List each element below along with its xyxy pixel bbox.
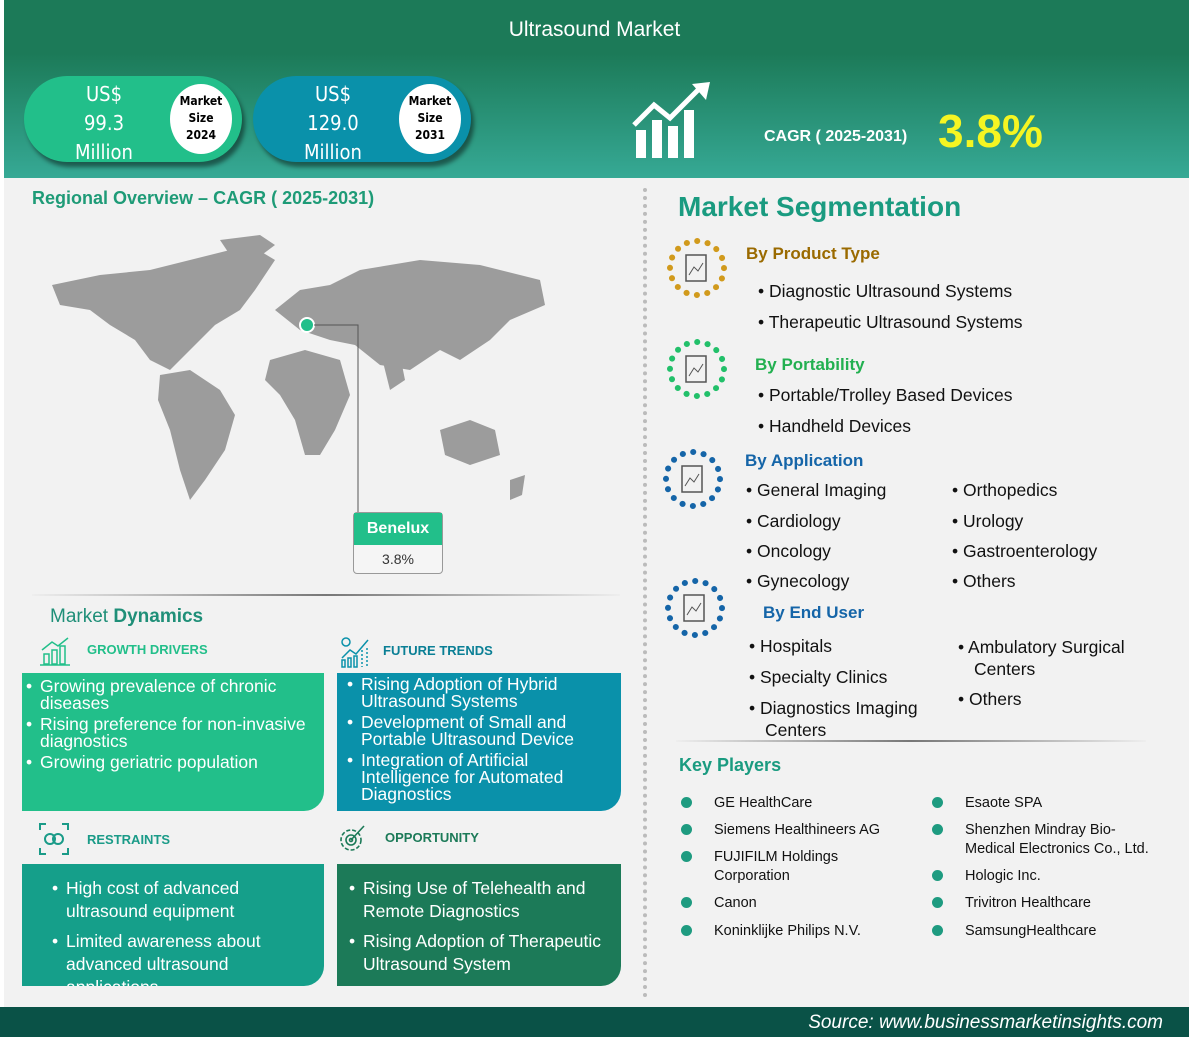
list-item: Oncology — [746, 541, 831, 562]
section-divider — [676, 740, 1146, 742]
list-item: Growing prevalence of chronic diseases — [26, 677, 320, 712]
list-item: Rising Adoption of Therapeutic Ultrasoun… — [349, 930, 617, 976]
list-item: Others — [952, 571, 1016, 592]
opportunity-icon — [340, 825, 365, 851]
page-title: Ultrasound Market — [508, 18, 681, 41]
list-item: Orthopedics — [952, 480, 1057, 501]
market-size-value: 99.3 — [83, 111, 125, 135]
list-item: Gynecology — [746, 571, 849, 592]
key-player: Canon — [714, 895, 757, 911]
currency: US$ — [314, 82, 352, 106]
restraints-icon — [39, 823, 69, 855]
list-item: Gastroenterology — [952, 541, 1097, 562]
list-item: Rising preference for non-invasive diagn… — [26, 715, 320, 750]
list-item: Hospitals — [749, 636, 832, 657]
key-player: Esaote SPA — [965, 795, 1043, 811]
key-player: FUJIFILM Holdings Corporation — [714, 849, 839, 884]
regional-title: Regional Overview – CAGR ( 2025-2031) — [32, 188, 375, 208]
restraints-box: High cost of advanced ultrasound equipme… — [22, 864, 324, 986]
product-type-icon — [667, 238, 727, 298]
end-user-title: By End User — [763, 603, 865, 622]
key-player: Shenzhen Mindray Bio-Medical Electronics… — [965, 822, 1149, 857]
list-item: High cost of advanced ultrasound equipme… — [52, 877, 320, 923]
key-player: Hologic Inc. — [965, 868, 1041, 884]
market-size-2024-pill: US$ 99.3 Million Market Size 2024 — [24, 76, 242, 164]
market-size-label: Market Size 2024 — [170, 84, 232, 154]
key-players-title: Key Players — [679, 755, 782, 775]
growth-chart-icon — [632, 82, 710, 158]
unit: Million — [75, 140, 133, 164]
market-size-2031-pill: US$ 129.0 Million Market Size 2031 — [253, 76, 471, 164]
key-player: GE HealthCare — [714, 795, 813, 811]
portability-icon — [667, 339, 727, 399]
key-player: SamsungHealthcare — [965, 923, 1097, 939]
region-callout: Benelux 3.8% — [353, 512, 443, 574]
cagr-value: 3.8% — [938, 105, 1043, 157]
list-item: Growing geriatric population — [26, 753, 320, 771]
growth-drivers-box: Growing prevalence of chronic diseases R… — [22, 673, 324, 811]
list-item: Urology — [952, 511, 1023, 532]
product-type-title: By Product Type — [746, 244, 880, 263]
source-footer: Source: www.businessmarketinsights.com — [0, 1007, 1189, 1037]
future-trends-title: FUTURE TRENDS — [383, 643, 493, 658]
growth-drivers-icon — [40, 637, 70, 666]
list-item: Rising Adoption of Hybrid Ultrasound Sys… — [347, 675, 617, 710]
region-name: Benelux — [354, 513, 442, 545]
end-user-icon — [665, 578, 725, 638]
list-item: Specialty Clinics — [749, 667, 887, 688]
divider — [643, 188, 647, 998]
list-item: Integration of Artificial Intelligence f… — [347, 751, 617, 803]
dynamics-title: Market Dynamics — [50, 606, 204, 627]
market-size-value: 129.0 — [307, 111, 359, 135]
list-item: Handheld Devices — [758, 416, 911, 437]
market-size-label: Market Size 2031 — [399, 84, 461, 154]
list-item: Portable/Trolley Based Devices — [758, 385, 1013, 406]
future-trends-icon — [341, 637, 369, 668]
list-item: Diagnostic Ultrasound Systems — [758, 281, 1012, 302]
list-item: Diagnostics Imaging Centers — [749, 697, 934, 741]
list-item: General Imaging — [746, 480, 886, 501]
opportunity-title: OPPORTUNITY — [385, 830, 479, 845]
key-player: Trivitron Healthcare — [965, 895, 1091, 911]
list-item: Rising Use of Telehealth and Remote Diag… — [349, 877, 617, 923]
list-item: Cardiology — [746, 511, 841, 532]
list-item: Ambulatory Surgical Centers — [958, 636, 1143, 680]
list-item: Others — [958, 689, 1022, 710]
list-item: Development of Small and Portable Ultras… — [347, 713, 617, 748]
application-icon — [663, 449, 723, 509]
list-item: Therapeutic Ultrasound Systems — [758, 312, 1023, 333]
key-player: Siemens Healthineers AG — [714, 822, 881, 838]
region-cagr: 3.8% — [382, 551, 414, 567]
section-divider — [32, 594, 620, 596]
growth-drivers-title: GROWTH DRIVERS — [87, 642, 208, 657]
currency: US$ — [85, 82, 123, 106]
world-map — [52, 235, 545, 512]
segmentation-title: Market Segmentation — [678, 191, 962, 222]
key-player: Koninklijke Philips N.V. — [714, 923, 861, 939]
opportunity-box: Rising Use of Telehealth and Remote Diag… — [337, 864, 621, 986]
list-item: Limited awareness about advanced ultraso… — [52, 930, 320, 986]
unit: Million — [304, 140, 362, 164]
restraints-title: RESTRAINTS — [87, 832, 171, 847]
cagr-label: CAGR ( 2025-2031) — [764, 128, 908, 145]
future-trends-box: Rising Adoption of Hybrid Ultrasound Sys… — [337, 673, 621, 811]
application-title: By Application — [745, 451, 864, 470]
portability-title: By Portability — [755, 355, 865, 374]
